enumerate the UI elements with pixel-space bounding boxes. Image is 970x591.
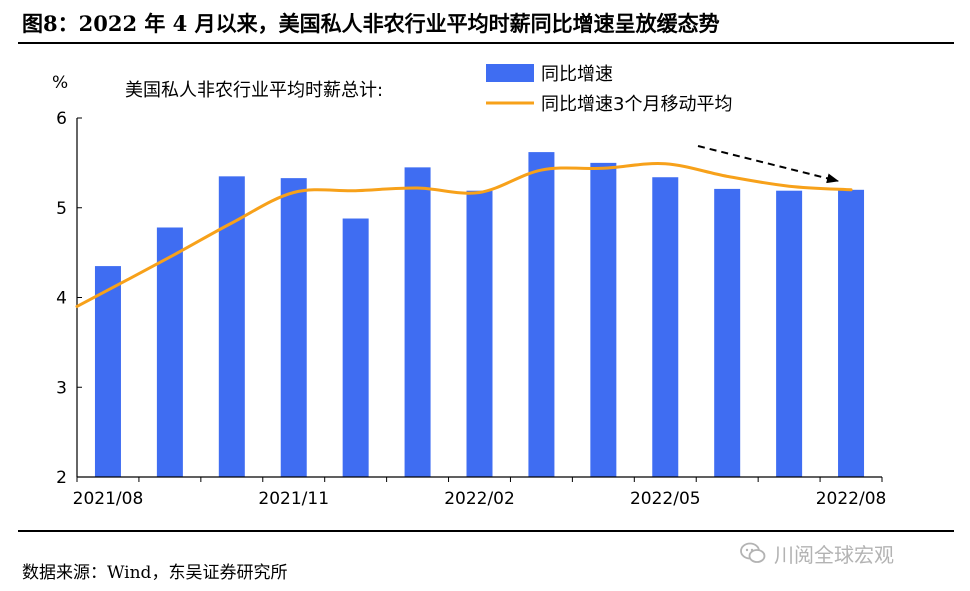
watermark-text: 川阅全球宏观 bbox=[774, 542, 894, 567]
bar-2021/12 bbox=[342, 218, 369, 477]
bar-2022/07 bbox=[776, 190, 803, 477]
y-axis-unit: % bbox=[52, 73, 68, 93]
chat-bubbles-icon bbox=[740, 542, 766, 563]
bar-2021/09 bbox=[156, 227, 183, 477]
bar-2021/11 bbox=[280, 178, 307, 477]
x-tick-label: 2022/05 bbox=[630, 489, 701, 509]
x-tick-label: 2022/02 bbox=[444, 489, 515, 509]
y-tick-label: 2 bbox=[56, 468, 67, 488]
legend-bar-label: 同比增速 bbox=[541, 64, 613, 85]
bar-2022/03 bbox=[528, 152, 555, 478]
figure-title: 图8：2022 年 4 月以来，美国私人非农行业平均时薪同比增速呈放缓态势 bbox=[22, 11, 720, 36]
bar-2022/01 bbox=[404, 167, 431, 478]
watermark: 川阅全球宏观 bbox=[740, 540, 894, 567]
bar-2022/02 bbox=[466, 190, 493, 477]
bar-2022/05 bbox=[652, 177, 679, 478]
y-tick-label: 3 bbox=[56, 378, 67, 398]
moving-average-line bbox=[75, 162, 853, 308]
y-tick-label: 4 bbox=[56, 289, 67, 309]
bar-2022/04 bbox=[590, 162, 617, 477]
trend-arrow bbox=[697, 145, 839, 184]
chart-title: 美国私人非农行业平均时薪总计: bbox=[125, 80, 383, 101]
bottom-rule bbox=[18, 530, 954, 532]
x-tick-label: 2021/08 bbox=[73, 489, 144, 509]
bar-2021/08 bbox=[94, 266, 121, 477]
bar-2022/06 bbox=[714, 188, 741, 477]
y-tick-label: 6 bbox=[56, 109, 67, 129]
title-rule bbox=[18, 42, 954, 44]
bar-line-chart: % 美国私人非农行业平均时薪总计: 2 3 4 5 6 2021/08 2021/11 202… bbox=[52, 64, 887, 509]
legend-line-label: 同比增速3个月移动平均 bbox=[541, 94, 732, 115]
x-tick-label: 2021/11 bbox=[258, 489, 329, 509]
y-tick-label: 5 bbox=[56, 199, 67, 219]
legend-bar-swatch bbox=[486, 64, 534, 82]
source-note: 数据来源：Wind，东吴证券研究所 bbox=[22, 563, 288, 583]
bar-2022/08 bbox=[838, 189, 865, 478]
x-tick-label: 2022/08 bbox=[816, 489, 887, 509]
